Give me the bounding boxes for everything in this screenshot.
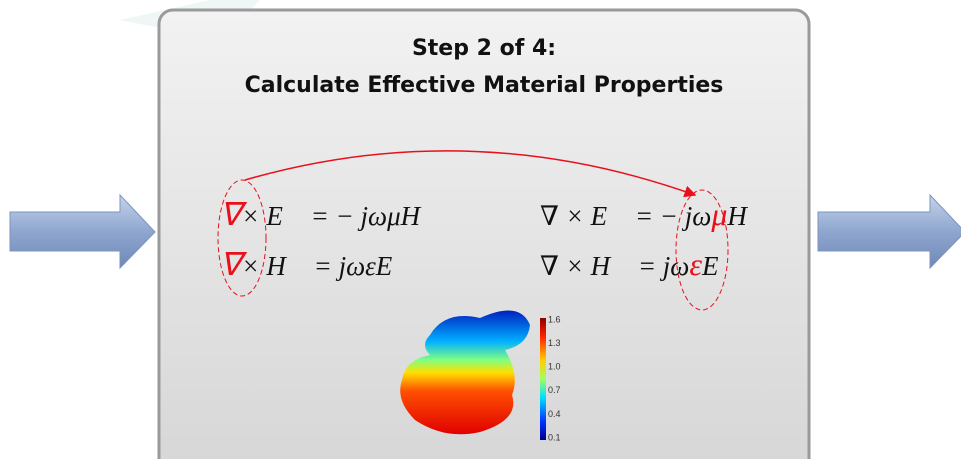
equation-part: μ — [710, 196, 727, 232]
title-line: Step 2 of 4: — [412, 36, 556, 61]
equation: ∇ × H⃗ = jωεE⃗ — [540, 246, 739, 282]
colorbar — [540, 318, 546, 440]
colorbar-label: 1.3 — [548, 338, 561, 348]
equation-part: ∇ × E⃗ = − jω — [540, 201, 711, 231]
left-arrow — [10, 195, 155, 268]
slide: Step 2 of 4: Calculate Effective Materia… — [0, 0, 961, 459]
equation: ∇× H⃗ = jωεE⃗ — [220, 246, 413, 282]
equation-part: E⃗ — [701, 251, 740, 281]
equation-part: ∇ × H⃗ = jω — [540, 251, 689, 281]
equation-part: H⃗ — [726, 201, 768, 231]
colorbar-label: 0.7 — [548, 385, 561, 395]
equation-part: × H⃗ = jωεE⃗ — [241, 251, 413, 281]
equation: ∇× E⃗ = − jωμH⃗ — [220, 196, 441, 232]
title-line: Calculate Effective Material Properties — [245, 73, 724, 98]
colorbar-label: 0.1 — [548, 432, 561, 442]
page: Step 2 of 4: Calculate Effective Materia… — [0, 0, 961, 459]
colorbar-label: 1.6 — [548, 314, 561, 324]
colorbar-label: 0.4 — [548, 409, 561, 419]
colorbar-label: 1.0 — [548, 362, 561, 372]
right-arrow — [818, 195, 961, 268]
equation-part: ε — [689, 246, 702, 282]
equation-part: × E⃗ = − jωμH⃗ — [241, 201, 441, 231]
equation: ∇ × E⃗ = − jωμH⃗ — [540, 196, 768, 232]
